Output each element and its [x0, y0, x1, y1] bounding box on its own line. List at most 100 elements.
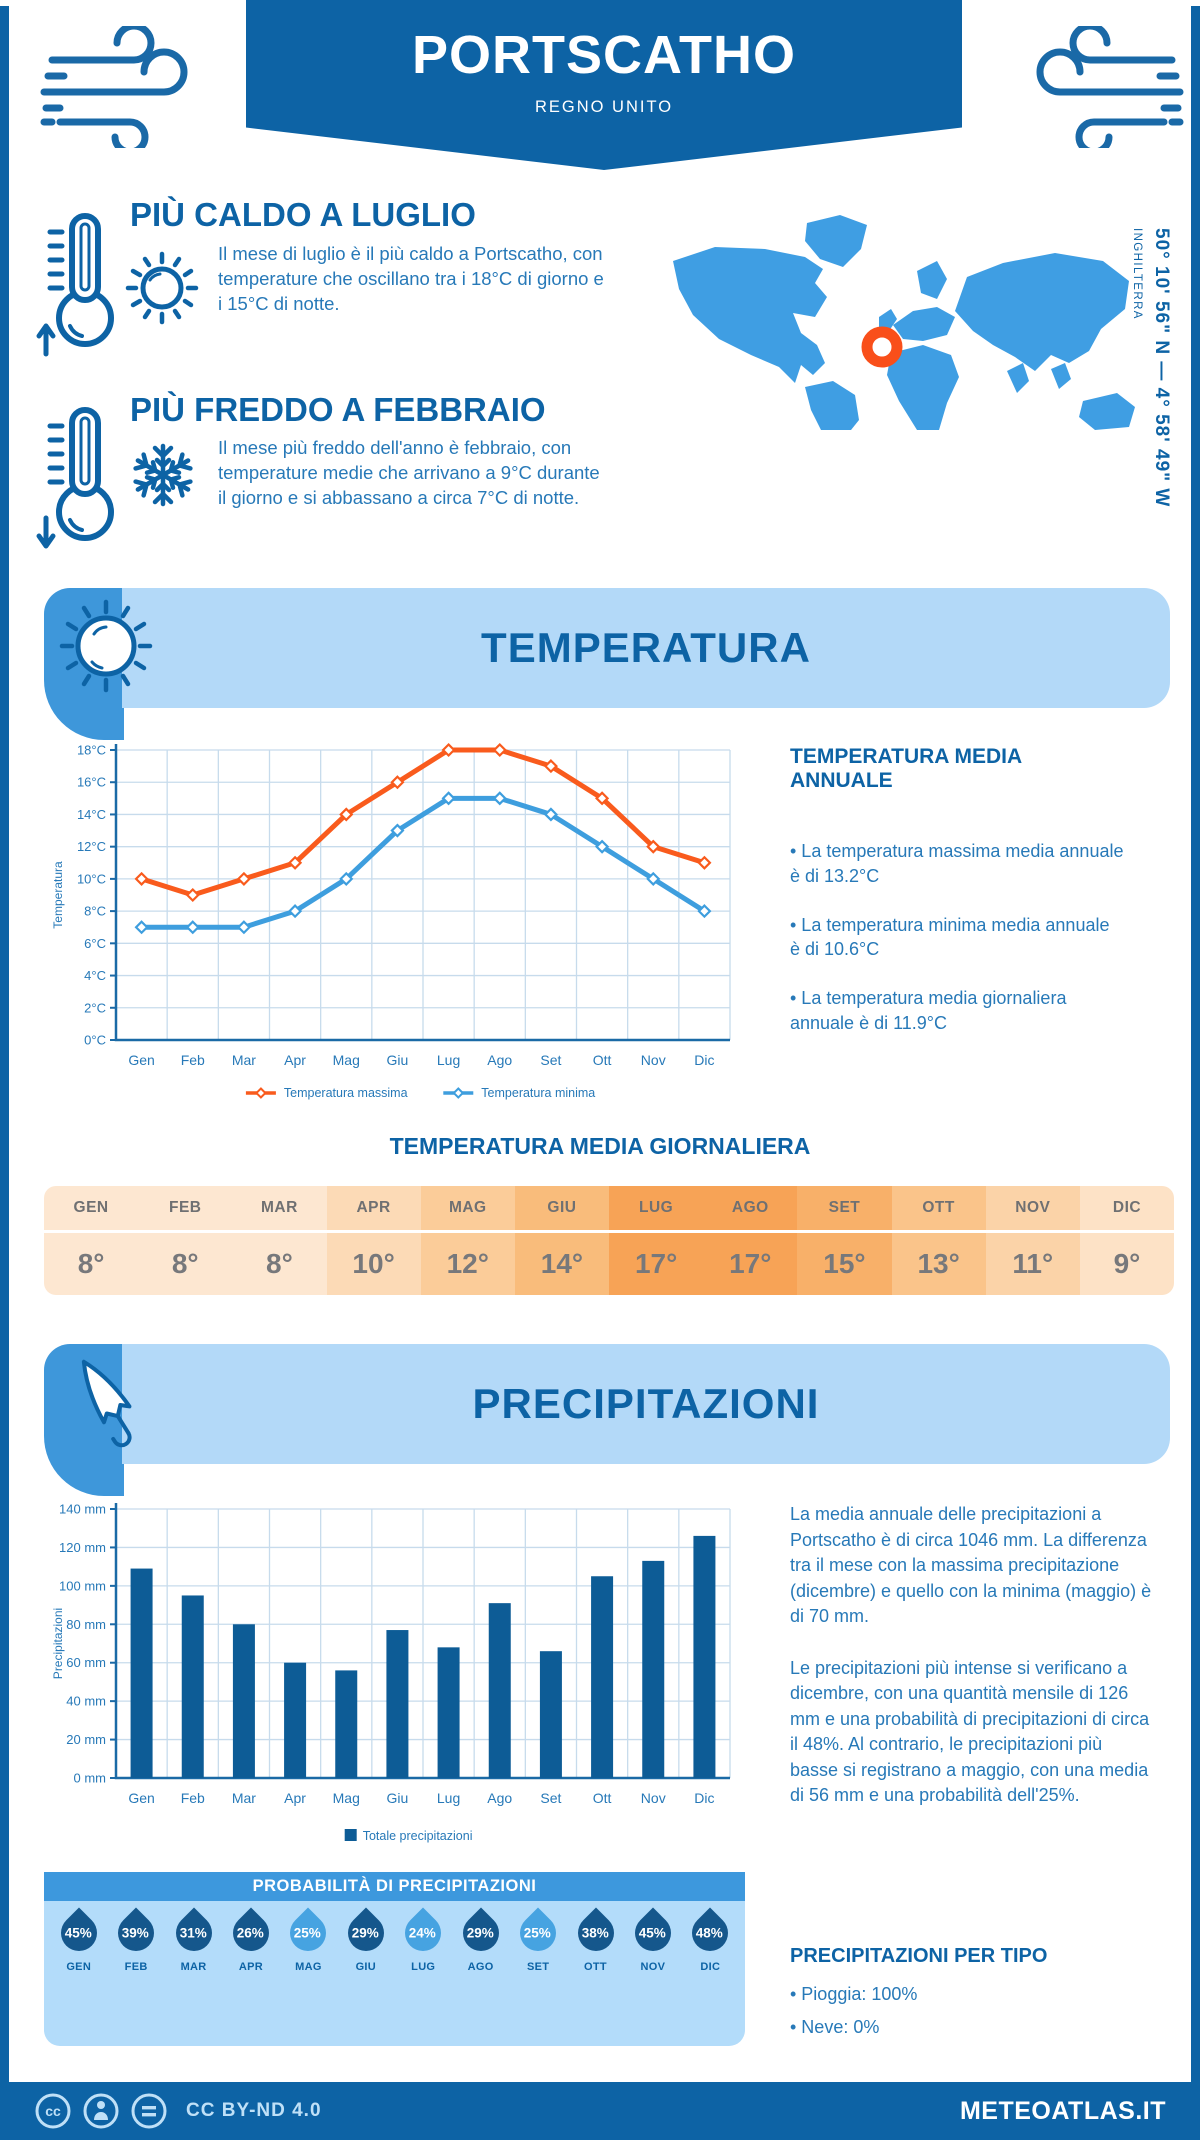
table-month-cell: MAG [448, 1199, 487, 1216]
month-label: Set [540, 1052, 561, 1068]
license-text: CC BY-ND 4.0 [186, 2100, 322, 2121]
bar [284, 1662, 307, 1778]
bar [437, 1647, 460, 1778]
month-label: Feb [181, 1052, 205, 1068]
table-separator [44, 1230, 139, 1233]
legend-label: Temperatura minima [481, 1086, 595, 1100]
probability-value: 25% [524, 1925, 552, 1941]
table-month-cell: DIC [1112, 1199, 1142, 1216]
temperature-chart: 0°C 2°C 4°C 6°C 8°C 10°C 12°C 14°C 16°C 18°C Tempe… [50, 735, 740, 1118]
series-line [141, 795, 706, 930]
probability-column: 29% AGO [452, 1901, 509, 2046]
y-tick-label: 16°C [77, 775, 106, 790]
warm-highlight-text: Il mese di luglio è il più caldo a Ports… [218, 243, 604, 314]
table-value-cell: 10° [352, 1248, 395, 1279]
bar [386, 1630, 409, 1778]
probability-month-label: NOV [640, 1961, 666, 1973]
warm-highlight-title: PIÙ CALDO A LUGLIO [130, 196, 476, 233]
table-value-cell: 8° [266, 1248, 293, 1279]
month-label: Mar [232, 1052, 256, 1068]
probability-value: 24% [409, 1925, 437, 1941]
bar [539, 1651, 562, 1778]
table-column: OTT 13° [891, 1186, 986, 1295]
table-month-cell: OTT [922, 1199, 955, 1216]
table-value-cell: 15° [823, 1248, 866, 1279]
probability-heading: PROBABILITÀ DI PRECIPITAZIONI [44, 1872, 745, 1901]
probability-month-label: GIU [355, 1961, 377, 1973]
temperature-banner: TEMPERATURA [122, 588, 1170, 708]
month-label: Nov [641, 1052, 666, 1068]
probability-month-label: LUG [411, 1961, 436, 1973]
precipitation-by-type-block: PRECIPITAZIONI PER TIPO • Pioggia: 100% … [790, 1945, 1170, 2050]
data-point [236, 920, 251, 935]
data-point [134, 871, 149, 886]
table-month-cell: SET [828, 1199, 861, 1216]
table-value-cell: 17° [729, 1248, 772, 1279]
probability-column: 38% OTT [567, 1901, 624, 2046]
probability-month-label: GEN [66, 1961, 92, 1973]
data-point [185, 887, 200, 903]
location-coordinates-block: 50° 10' 56" N — 4° 58' 49" W INGHILTERRA [1131, 228, 1172, 507]
table-month-cell: APR [356, 1199, 391, 1216]
right-border [1191, 6, 1200, 2140]
table-month-cell: LUG [639, 1199, 674, 1216]
raindrop-icon: 26% [225, 1907, 277, 1959]
y-tick-label: 100 mm [59, 1578, 106, 1593]
precipitation-by-type-heading: PRECIPITAZIONI PER TIPO [790, 1945, 1048, 1967]
data-point [492, 742, 507, 758]
cold-highlight-text: Il mese più freddo dell'anno è febbraio,… [218, 437, 600, 508]
probability-value: 45% [65, 1925, 93, 1941]
raindrop-icon: 38% [570, 1907, 621, 1959]
precipitation-paragraph: Le precipitazioni più intense si verific… [790, 1657, 1150, 1806]
table-column: APR 10° [326, 1186, 421, 1295]
legend-label: Totale precipitazioni [363, 1829, 473, 1843]
coordinates-text: 50° 10' 56" N — 4° 58' 49" W [1151, 228, 1172, 508]
y-tick-label: 4°C [84, 968, 106, 983]
table-value-cell: 13° [917, 1248, 960, 1279]
y-tick-label: 6°C [84, 936, 106, 951]
table-month-cell: FEB [169, 1199, 202, 1216]
table-column: NOV 11° [985, 1186, 1080, 1295]
precipitation-banner: PRECIPITAZIONI [122, 1344, 1170, 1464]
table-month-cell: GEN [73, 1199, 109, 1216]
month-label: Lug [437, 1790, 460, 1806]
sun-banner-icon [59, 599, 153, 693]
month-label: Giu [387, 1790, 409, 1806]
table-value-cell: 11° [1012, 1248, 1054, 1279]
bar [232, 1624, 255, 1778]
raindrop-icon: 45% [627, 1907, 679, 1959]
sun-icon [125, 251, 199, 325]
probability-month-label: MAG [295, 1961, 322, 1973]
data-point [697, 904, 712, 919]
probability-column: 31% MAR [165, 1901, 222, 2046]
month-label: Nov [641, 1790, 666, 1806]
annual-temperature-block: TEMPERATURA MEDIA ANNUALE • La temperatu… [790, 745, 1124, 1060]
probability-column: 24% LUG [395, 1901, 452, 2046]
data-point [185, 920, 200, 935]
month-label: Ott [593, 1790, 612, 1806]
snowflake-icon [128, 440, 198, 510]
month-label: Ago [487, 1052, 512, 1068]
table-value-cell: 17° [634, 1248, 678, 1279]
data-point [339, 871, 354, 886]
data-point [543, 807, 558, 822]
probability-column: 45% NOV [624, 1901, 681, 2046]
legend-marker [452, 1087, 465, 1099]
month-label: Feb [181, 1790, 205, 1806]
table-separator [797, 1230, 892, 1233]
month-label: Dic [694, 1052, 714, 1068]
y-tick-label: 80 mm [66, 1617, 106, 1632]
data-point [492, 791, 507, 806]
probability-value: 26% [237, 1925, 265, 1941]
thermometer-down-icon [36, 407, 114, 549]
precipitation-chart: 0 mm 20 mm 40 mm 60 mm 80 mm 100 mm 120 mm 140 … [50, 1492, 740, 1857]
month-label: Gen [128, 1052, 154, 1068]
table-separator [703, 1230, 798, 1233]
table-column: SET 15° [797, 1186, 892, 1295]
table-column: DIC 9° [1079, 1186, 1174, 1295]
daily-temperature-table: GEN 8° FEB 8° MAR 8° APR 10° MAG 12° GIU 14° LUG 17° A… [44, 1186, 1174, 1295]
cc-icon: cc [35, 2093, 71, 2129]
month-label: Mag [333, 1790, 360, 1806]
y-tick-label: 8°C [84, 904, 106, 919]
